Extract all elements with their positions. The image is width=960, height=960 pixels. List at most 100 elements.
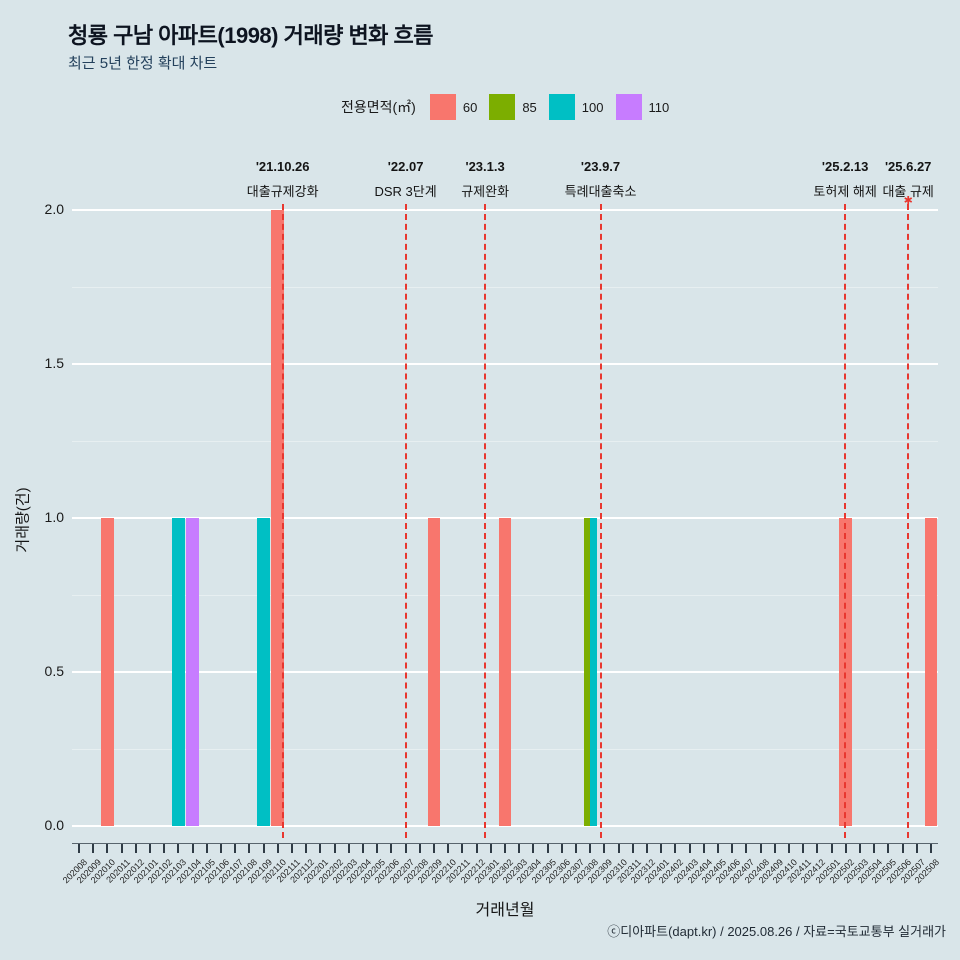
event-line bbox=[281, 204, 284, 838]
event-label: 특례대출축소 bbox=[564, 184, 637, 199]
x-tick bbox=[631, 844, 634, 853]
legend-swatch-110 bbox=[615, 94, 642, 120]
event-label: 규제완화 bbox=[461, 184, 510, 199]
x-tick bbox=[418, 844, 421, 853]
x-tick bbox=[645, 844, 648, 853]
event-label: DSR 3단계 bbox=[374, 184, 437, 199]
x-tick bbox=[745, 844, 748, 853]
x-tick bbox=[532, 844, 535, 853]
x-tick bbox=[915, 844, 918, 853]
legend-item-label: 60 bbox=[462, 99, 478, 115]
bar-100-202103 bbox=[172, 518, 185, 826]
x-tick bbox=[688, 844, 691, 853]
bar-60-202302 bbox=[498, 518, 512, 826]
legend-item-label: 100 bbox=[581, 99, 604, 115]
x-tick bbox=[347, 844, 350, 853]
plot-panel bbox=[72, 200, 938, 840]
bar-60-202010 bbox=[101, 518, 114, 826]
x-axis-line bbox=[72, 843, 938, 844]
event-date: '25.2.13 bbox=[821, 159, 869, 174]
x-tick bbox=[248, 844, 251, 853]
x-tick bbox=[504, 844, 506, 853]
x-tick bbox=[276, 844, 279, 853]
event-date: '23.9.7 bbox=[580, 159, 621, 174]
bar-60-202209 bbox=[427, 518, 441, 826]
legend-items: 60 85 100 110 bbox=[429, 94, 681, 120]
x-tick bbox=[333, 844, 336, 853]
bar-100-202109 bbox=[257, 518, 271, 826]
x-tick bbox=[291, 844, 294, 853]
chart-subtitle: 최근 5년 한정 확대 차트 bbox=[68, 55, 218, 72]
bar-60-202508 bbox=[924, 518, 938, 826]
x-tick bbox=[163, 844, 166, 853]
x-tick bbox=[830, 844, 833, 853]
x-tick bbox=[319, 844, 322, 853]
event-date: '23.1.3 bbox=[465, 159, 505, 174]
legend-item-label: 85 bbox=[522, 99, 537, 115]
event-label: 대출 규제 bbox=[882, 184, 934, 199]
x-tick bbox=[461, 844, 464, 853]
x-tick bbox=[858, 844, 861, 853]
x-tick bbox=[205, 844, 208, 853]
x-tick bbox=[489, 844, 492, 853]
x-tick bbox=[234, 844, 237, 853]
x-tick bbox=[873, 844, 876, 853]
x-tick bbox=[929, 844, 932, 853]
x-tick bbox=[390, 844, 393, 853]
event-label: 토허제 해제 bbox=[813, 184, 877, 199]
x-tick bbox=[447, 844, 450, 853]
x-tick bbox=[475, 844, 478, 853]
x-tick bbox=[149, 844, 152, 853]
y-tick-label: 1.5 bbox=[44, 355, 64, 371]
bar-100-202308 bbox=[590, 518, 597, 826]
x-tick bbox=[177, 844, 180, 853]
legend-swatch-100 bbox=[548, 94, 575, 120]
bar-85-202308 bbox=[583, 518, 591, 826]
x-tick bbox=[716, 844, 719, 853]
legend-item: 100 bbox=[548, 94, 604, 120]
source-credit: ⓒ디아파트(dapt.kr) / 2025.08.26 / 자료=국토교통부 실… bbox=[607, 924, 946, 939]
x-tick bbox=[816, 844, 819, 853]
x-tick bbox=[560, 844, 563, 853]
x-tick bbox=[546, 844, 549, 853]
x-tick bbox=[78, 844, 81, 853]
x-tick bbox=[106, 844, 109, 853]
event-label: 대출규제강화 bbox=[246, 184, 319, 199]
x-tick bbox=[603, 844, 606, 853]
x-tick bbox=[731, 844, 734, 853]
x-tick bbox=[901, 844, 904, 853]
event-line bbox=[907, 204, 910, 838]
x-tick bbox=[433, 844, 436, 853]
x-tick bbox=[362, 844, 365, 853]
x-axis-title: 거래년월 bbox=[475, 902, 535, 919]
event-star-icon: ✱ bbox=[903, 195, 913, 207]
legend-swatch-60 bbox=[429, 94, 456, 120]
x-tick bbox=[802, 844, 805, 853]
gridline-y bbox=[72, 825, 938, 827]
event-date: '25.6.27 bbox=[884, 159, 932, 174]
x-tick bbox=[574, 844, 577, 853]
x-tick bbox=[134, 844, 137, 853]
x-tick bbox=[262, 844, 265, 853]
x-tick bbox=[589, 844, 592, 853]
gridline-y bbox=[72, 209, 938, 211]
y-tick-label: 0.0 bbox=[44, 817, 64, 833]
x-tick bbox=[617, 844, 620, 853]
legend-title: 전용면적(㎡) bbox=[341, 99, 416, 115]
x-tick bbox=[92, 844, 95, 853]
x-tick bbox=[702, 844, 705, 853]
x-tick bbox=[887, 844, 890, 853]
x-tick bbox=[191, 844, 194, 853]
x-tick bbox=[220, 844, 223, 853]
x-tick bbox=[787, 844, 790, 853]
x-tick bbox=[660, 844, 663, 853]
x-tick bbox=[305, 844, 308, 853]
y-tick-label: 1.0 bbox=[44, 509, 64, 525]
page-title: 청룡 구남 아파트(1998) 거래량 변화 흐름 bbox=[68, 23, 434, 48]
legend-item: 85 bbox=[489, 94, 537, 120]
x-tick bbox=[773, 844, 776, 853]
event-line bbox=[844, 204, 847, 838]
gridline-minor bbox=[72, 441, 938, 442]
x-tick bbox=[759, 844, 762, 853]
